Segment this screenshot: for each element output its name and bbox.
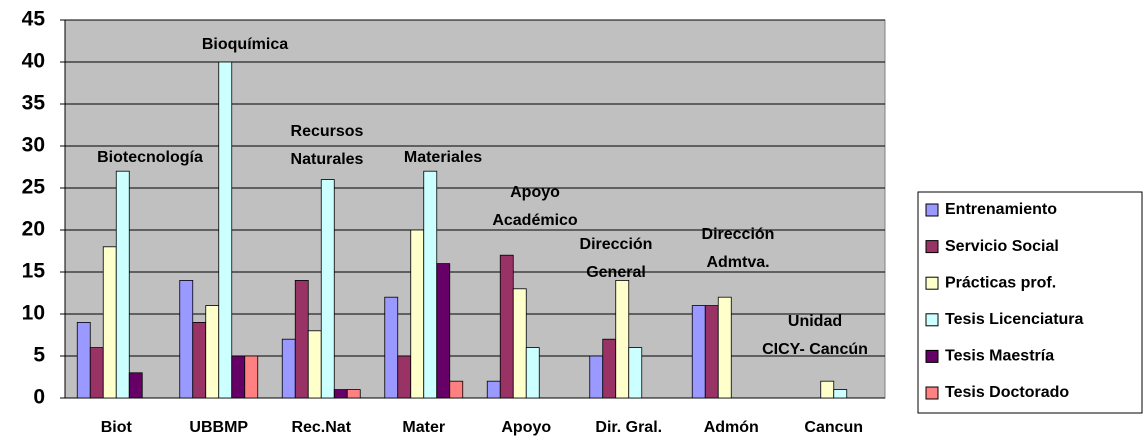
legend-label: Tesis Doctorado: [945, 384, 1069, 401]
x-tick-label: Cancun: [804, 419, 863, 436]
bar: [320, 179, 335, 399]
bar: [294, 279, 309, 399]
bar: [205, 305, 220, 399]
bar: [307, 330, 322, 399]
legend-swatch: [925, 313, 939, 327]
bar: [449, 380, 464, 399]
legend-label: Tesis Maestría: [945, 348, 1054, 365]
x-tick-label: Dir. Gral.: [595, 419, 662, 436]
x-tick-label: Admón: [704, 419, 759, 436]
annotation: Académico: [492, 212, 578, 229]
legend-label: Prácticas prof.: [945, 274, 1056, 291]
bar: [76, 321, 91, 399]
annotation: Dirección: [580, 236, 653, 253]
bar: [89, 347, 104, 399]
bar: [397, 355, 412, 399]
bar: [102, 246, 117, 399]
bar: [499, 254, 514, 399]
bar: [423, 170, 438, 399]
bar: [410, 229, 425, 399]
legend-swatch: [925, 276, 939, 290]
annotation: Unidad: [788, 313, 842, 330]
y-tick-label: 20: [22, 218, 45, 241]
bar: [525, 347, 540, 399]
legend-label: Tesis Licenciatura: [945, 311, 1084, 328]
bar: [231, 355, 246, 399]
bar: [244, 355, 259, 399]
y-tick-label: 15: [22, 260, 46, 283]
bar: [589, 355, 604, 399]
y-tick-label: 30: [22, 134, 45, 157]
bar: [281, 338, 296, 399]
y-tick-label: 5: [33, 344, 45, 367]
bar: [833, 389, 848, 399]
annotation: Dirección: [702, 226, 775, 243]
y-tick-label: 40: [22, 50, 45, 73]
bar: [179, 279, 194, 399]
y-tick-label: 10: [22, 302, 45, 325]
bar: [192, 321, 207, 399]
bar: [218, 61, 233, 399]
bar: [628, 347, 643, 399]
annotation: CICY- Cancún: [762, 341, 868, 358]
bar: [717, 296, 732, 399]
annotation: Admtva.: [706, 254, 769, 271]
x-tick-label: Rec.Nat: [291, 419, 351, 436]
y-tick-label: 35: [22, 92, 46, 115]
bar: [128, 372, 143, 399]
x-tick-label: UBBMP: [189, 419, 248, 436]
bar: [346, 389, 361, 399]
x-tick-label: Apoyo: [501, 419, 551, 436]
bar: [704, 305, 719, 399]
legend-swatch: [925, 240, 939, 254]
bar: [615, 279, 630, 399]
annotation: Materiales: [404, 149, 482, 166]
legend-box: [917, 191, 1143, 414]
bar: [384, 296, 399, 399]
bar: [602, 338, 617, 399]
bar: [512, 288, 527, 399]
annotation: Naturales: [291, 151, 364, 168]
y-tick-label: 45: [22, 8, 46, 31]
annotation: Biotecnología: [97, 149, 203, 166]
bar: [486, 380, 501, 399]
legend-label: Servicio Social: [945, 238, 1059, 255]
bar: [333, 389, 348, 399]
annotation: Bioquímica: [202, 36, 288, 53]
annotation: General: [586, 264, 646, 281]
annotation: Apoyo: [510, 184, 560, 201]
legend-label: Entrenamiento: [945, 201, 1057, 218]
y-tick-label: 0: [33, 386, 45, 409]
y-tick-label: 25: [22, 176, 46, 199]
annotation: Recursos: [291, 123, 364, 140]
x-tick-label: Mater: [402, 419, 445, 436]
bar: [691, 305, 706, 399]
legend-swatch: [925, 349, 939, 363]
bar: [115, 170, 130, 399]
legend-swatch: [925, 386, 939, 400]
bar: [436, 263, 451, 399]
bar: [820, 380, 835, 399]
legend-swatch: [925, 203, 939, 217]
x-tick-label: Biot: [101, 419, 133, 436]
